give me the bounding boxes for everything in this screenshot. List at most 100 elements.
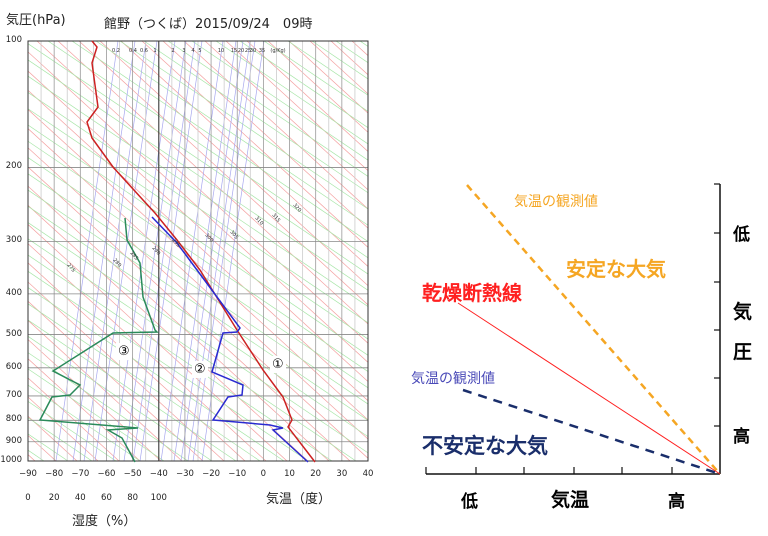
temperature-tick: 40 [362,469,374,479]
theta-label: 285 [128,250,139,261]
pressure-tick: 700 [5,389,22,400]
moist-adiabat [239,41,368,129]
dry-adiabat [162,41,368,229]
dry-adiabat-line [457,302,721,475]
moist-adiabat [263,41,368,112]
dewpoint-marker: ② [192,361,208,378]
moist-adiabat [143,41,368,194]
dry-adiabat [36,41,368,344]
dry-adiabat [183,41,368,210]
pressure-tick: 100 [5,35,22,45]
stability-schematic [425,183,721,476]
temperature-tick: 30 [336,469,348,479]
theta-label: 295 [170,237,181,248]
mixing-ratio-line [160,41,224,461]
moist-adiabat [119,41,368,210]
humidity-tick: 20 [48,493,60,503]
unstable-observed-line [462,388,721,476]
dry-adiabat [28,224,288,461]
pressure-title-1: 気 [733,301,753,323]
temperature-tick: −20 [202,469,221,479]
mixing-ratio-label: 1 [153,48,156,54]
humidity-marker: ③ [116,343,132,360]
dry-adiabat [141,41,368,248]
moist-adiabat [311,41,368,80]
dry-adiabat [28,70,368,383]
moist-adiabat [191,41,368,161]
humidity-profile [38,217,159,463]
pressure-axis-title: 気圧(hPa) [6,13,66,28]
stable-observed-line [466,184,721,475]
dry-adiabat [373,41,380,461]
pressure-low-label: 低 [733,225,750,245]
dewpoint-profile [151,216,309,463]
mixing-ratio-label: 15 [231,48,237,54]
temperature-tick: −90 [19,469,37,479]
pressure-tick: 400 [5,287,22,298]
dry-adiabat [28,166,351,461]
moist-adiabat [28,238,357,461]
humidity-tick: 40 [74,493,86,503]
mixing-ratio-line [173,41,237,461]
moist-adiabat [28,352,189,461]
moist-adiabat [28,43,368,275]
dry-adiabat [288,41,368,114]
dry-adiabat [309,41,368,95]
theta-label: 300 [203,232,214,243]
dry-adiabat [99,41,368,287]
mixing-ratio-label: 0.6 [140,48,148,54]
moist-adiabat [28,59,368,291]
mixing-ratio-label: 10 [218,48,224,54]
pressure-tick: 800 [5,414,22,425]
temp-title: 気温 [551,489,590,511]
moist-adiabat [215,41,368,145]
humidity-axis-title: 湿度（%） [72,514,137,529]
moist-adiabat [28,287,285,461]
mixing-ratio-label: 35 [259,48,265,54]
mixing-ratio-line [123,41,187,461]
theta-label: 290 [150,245,161,256]
dry-adiabat [28,262,246,461]
temperature-tick: −40 [149,469,168,479]
dry-adiabat-label: 乾燥断熱線 [422,281,522,305]
dry-adiabat [28,89,368,402]
moist-adiabat [28,189,368,421]
mixing-ratio-label: 2 [171,48,174,54]
mixing-ratio-label: 5 [198,48,201,54]
moist-adiabat [28,157,368,389]
pressure-tick: 1000 [0,455,22,465]
mixing-ratio-label: (g/Kg) [270,48,285,54]
dry-adiabat [28,204,309,461]
mixing-ratio-label: 25 [245,48,251,54]
theta-label: 280 [111,257,122,268]
moist-adiabat [359,41,368,47]
moist-adiabat [28,124,368,356]
dry-adiabat [28,281,225,461]
mixing-ratio-label: 20 [238,48,244,54]
mixing-ratio-line [112,41,176,461]
theta-label: 275 [65,262,76,273]
moist-adiabat [28,140,368,373]
pressure-tick: 600 [5,361,22,372]
dry-adiabat [28,243,267,461]
dry-adiabat [57,41,368,325]
dry-adiabat [28,300,204,461]
mixing-ratio-line [139,41,203,461]
temperature-tick: −10 [228,469,247,479]
temperature-tick: −80 [45,469,64,479]
pressure-tick: 200 [5,161,22,172]
plot-frame [27,40,369,462]
mixing-ratio-line [55,41,119,461]
moist-adiabat [28,335,213,461]
axis-ticks [425,183,720,474]
moist-adiabat [28,384,141,461]
temperature-tick: −50 [123,469,142,479]
moist-adiabat [28,173,368,405]
theta-label: 320 [291,202,302,213]
pressure-high-label: 高 [733,427,750,447]
dry-adiabat [267,41,368,133]
mixing-ratio-label: 3 [182,48,185,54]
mixing-ratio-label: 0.2 [112,48,120,54]
moist-adiabat [28,75,368,307]
